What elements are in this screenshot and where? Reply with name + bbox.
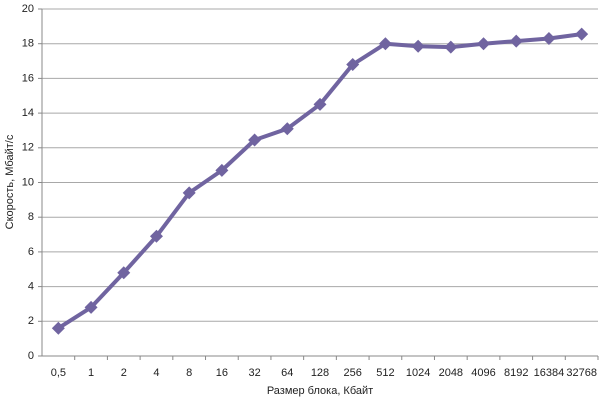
y-tick-label: 12 — [22, 142, 34, 154]
y-tick-label: 16 — [22, 72, 34, 84]
y-tick-label: 0 — [28, 350, 34, 362]
marker — [149, 229, 163, 243]
x-tick-label: 32 — [248, 367, 260, 379]
marker — [575, 27, 589, 41]
y-tick-label: 14 — [22, 107, 34, 119]
marker — [378, 37, 392, 51]
marker — [444, 40, 458, 54]
x-tick-label: 32768 — [566, 367, 597, 379]
x-tick-label: 8 — [186, 367, 192, 379]
x-tick-label: 1024 — [406, 367, 430, 379]
x-tick-label: 16384 — [534, 367, 565, 379]
marker — [280, 122, 294, 136]
y-tick-label: 20 — [22, 3, 34, 15]
x-tick-label: 1 — [88, 367, 94, 379]
marker — [542, 31, 556, 45]
x-axis-label: Размер блока, Кбайт — [267, 385, 373, 397]
marker — [509, 34, 523, 48]
marker — [313, 97, 327, 111]
marker — [411, 39, 425, 53]
y-tick-label: 4 — [28, 281, 34, 293]
x-tick-label: 2 — [121, 367, 127, 379]
marker — [84, 300, 98, 314]
y-tick-label: 2 — [28, 315, 34, 327]
marker — [346, 58, 360, 72]
x-tick-label: 2048 — [439, 367, 463, 379]
x-tick-label: 4 — [153, 367, 159, 379]
x-tick-label: 128 — [311, 367, 329, 379]
x-tick-label: 4096 — [471, 367, 495, 379]
y-tick-label: 8 — [28, 211, 34, 223]
marker — [51, 321, 65, 335]
x-tick-label: 64 — [281, 367, 293, 379]
marker — [477, 37, 491, 51]
marker — [215, 163, 229, 177]
marker — [117, 266, 131, 280]
marker — [248, 133, 262, 147]
x-tick-label: 16 — [216, 367, 228, 379]
y-axis-label: Скорость, Мбайт/с — [4, 134, 16, 229]
marker — [182, 186, 196, 200]
x-tick-label: 256 — [344, 367, 362, 379]
x-tick-label: 512 — [376, 367, 394, 379]
y-tick-label: 10 — [22, 176, 34, 188]
y-tick-label: 6 — [28, 246, 34, 258]
x-tick-label: 8192 — [504, 367, 528, 379]
y-tick-label: 18 — [22, 38, 34, 50]
x-tick-label: 0,5 — [51, 367, 66, 379]
